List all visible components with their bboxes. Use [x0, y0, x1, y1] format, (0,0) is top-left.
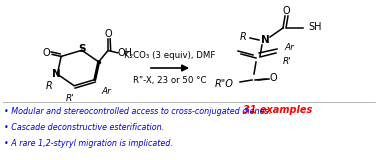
Text: SH: SH — [308, 22, 322, 32]
Text: K₂CO₃ (3 equiv), DMF: K₂CO₃ (3 equiv), DMF — [124, 51, 216, 60]
Text: R"-X, 23 or 50 °C: R"-X, 23 or 50 °C — [133, 76, 207, 85]
Text: R': R' — [283, 57, 291, 67]
Text: • A rare 1,2-styryl migration is implicated.: • A rare 1,2-styryl migration is implica… — [4, 140, 173, 148]
Text: O: O — [269, 73, 277, 83]
Text: O: O — [105, 29, 113, 39]
Text: R: R — [240, 32, 246, 42]
Text: O: O — [282, 6, 290, 16]
Text: Ar: Ar — [102, 87, 112, 96]
Text: S: S — [78, 44, 85, 54]
Text: R': R' — [66, 94, 74, 103]
Text: • Modular and stereocontrolled access to cross-conjugated dienes.: • Modular and stereocontrolled access to… — [4, 108, 271, 116]
Text: OH: OH — [117, 48, 132, 58]
Text: R"O: R"O — [215, 79, 234, 89]
Text: • Cascade deconstructive esterification.: • Cascade deconstructive esterification. — [4, 124, 164, 132]
Text: N: N — [52, 69, 61, 79]
Text: Ar: Ar — [284, 43, 294, 52]
Text: 31 examples: 31 examples — [243, 105, 313, 115]
Text: N: N — [260, 35, 270, 45]
Text: R: R — [46, 81, 53, 91]
Text: O: O — [42, 48, 50, 58]
